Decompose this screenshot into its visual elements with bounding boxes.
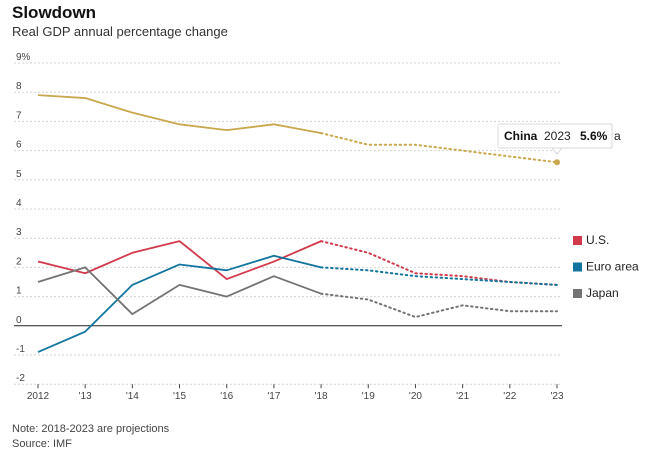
euro-area-data-point <box>460 276 466 282</box>
japan-series-line <box>37 266 322 316</box>
japan-data-point <box>507 308 513 314</box>
china-data-point <box>224 127 230 133</box>
x-tick-label: '17 <box>267 391 280 402</box>
chart-subtitle: Real GDP annual percentage change <box>12 24 228 39</box>
u-s-data-point <box>318 238 324 244</box>
x-tick-label: '21 <box>456 391 469 402</box>
chart-title: Slowdown <box>12 3 97 22</box>
euro-area-projection-line <box>320 266 558 286</box>
x-tick-label: '20 <box>409 391 422 402</box>
china-data-point <box>412 142 418 148</box>
y-tick-label: 4 <box>16 198 22 209</box>
legend-label: U.S. <box>586 233 609 247</box>
japan-data-point <box>365 297 371 303</box>
japan-data-point <box>271 273 277 279</box>
china-data-point <box>507 153 513 159</box>
u-s-series-line <box>37 240 322 280</box>
china-data-point <box>129 110 135 116</box>
source-note: Source: IMF <box>12 438 72 450</box>
euro-area-data-point <box>554 282 560 288</box>
x-tick-label: '13 <box>79 391 92 402</box>
y-tick-label: 1 <box>16 286 22 297</box>
japan-data-point <box>412 314 418 320</box>
china-data-point <box>177 121 183 127</box>
japan-data-point <box>460 302 466 308</box>
tooltip-pointer <box>550 147 564 155</box>
euro-area-data-point <box>271 253 277 259</box>
u-s-data-point <box>82 270 88 276</box>
u-s-data-point <box>177 238 183 244</box>
china-label-fragment: a <box>614 129 621 143</box>
x-tick-label: 2012 <box>27 391 50 402</box>
china-projection-line <box>320 132 558 164</box>
u-s-data-point <box>365 250 371 256</box>
japan-projection-line <box>320 292 558 319</box>
legend-swatch <box>573 236 582 245</box>
legend-swatch <box>573 289 582 298</box>
china-data-point <box>460 148 466 154</box>
y-tick-label: 5 <box>16 169 22 180</box>
euro-area-data-point <box>82 329 88 335</box>
x-tick-label: '18 <box>315 391 328 402</box>
y-tick-label: 3 <box>16 227 22 238</box>
japan-data-point <box>35 279 41 285</box>
china-data-point <box>365 142 371 148</box>
euro-area-data-point <box>318 264 324 270</box>
x-tick-label: '14 <box>126 391 139 402</box>
euro-area-data-point <box>507 279 513 285</box>
china-data-point <box>82 95 88 101</box>
u-s-data-point <box>271 259 277 265</box>
x-tick-label: '16 <box>220 391 233 402</box>
euro-area-data-point <box>412 273 418 279</box>
x-tick-label: '15 <box>173 391 186 402</box>
china-series-line <box>37 94 322 134</box>
legend-swatch <box>573 262 582 272</box>
u-s-projection-line <box>320 240 558 286</box>
tooltip-value: 5.6% <box>580 129 608 143</box>
y-tick-label: 8 <box>16 81 22 92</box>
x-tick-label: '23 <box>550 391 563 402</box>
legend-label: Japan <box>586 286 619 300</box>
legend-label: Euro area <box>586 260 639 274</box>
tooltip-year: 2023 <box>544 129 571 143</box>
u-s-data-point <box>129 250 135 256</box>
tooltip-series-name: China <box>504 129 538 143</box>
china-data-point <box>318 130 324 136</box>
china-data-point <box>35 92 41 98</box>
x-tick-label: '22 <box>503 391 516 402</box>
y-tick-label: 7 <box>16 110 22 121</box>
japan-data-point <box>177 282 183 288</box>
japan-data-point <box>554 308 560 314</box>
y-tick-label: -2 <box>16 373 25 384</box>
euro-area-data-point <box>365 267 371 273</box>
y-tick-label: -1 <box>16 344 25 355</box>
y-tick-label: 2 <box>16 256 22 267</box>
projection-note: Note: 2018-2023 are projections <box>12 423 170 435</box>
u-s-data-point <box>35 259 41 265</box>
japan-data-point <box>318 291 324 297</box>
euro-area-data-point <box>129 282 135 288</box>
china-data-point <box>271 121 277 127</box>
x-tick-label: '19 <box>362 391 375 402</box>
euro-area-series-line <box>37 254 322 353</box>
y-tick-label: 0 <box>16 315 22 326</box>
euro-area-data-point <box>224 267 230 273</box>
u-s-data-point <box>224 276 230 282</box>
china-highlight-point <box>554 159 560 166</box>
euro-area-data-point <box>177 261 183 267</box>
japan-data-point <box>129 311 135 317</box>
euro-area-data-point <box>35 349 41 355</box>
y-tick-label: 6 <box>16 140 22 151</box>
japan-data-point <box>224 294 230 300</box>
y-tick-label: 9% <box>16 52 31 63</box>
japan-data-point <box>82 264 88 270</box>
